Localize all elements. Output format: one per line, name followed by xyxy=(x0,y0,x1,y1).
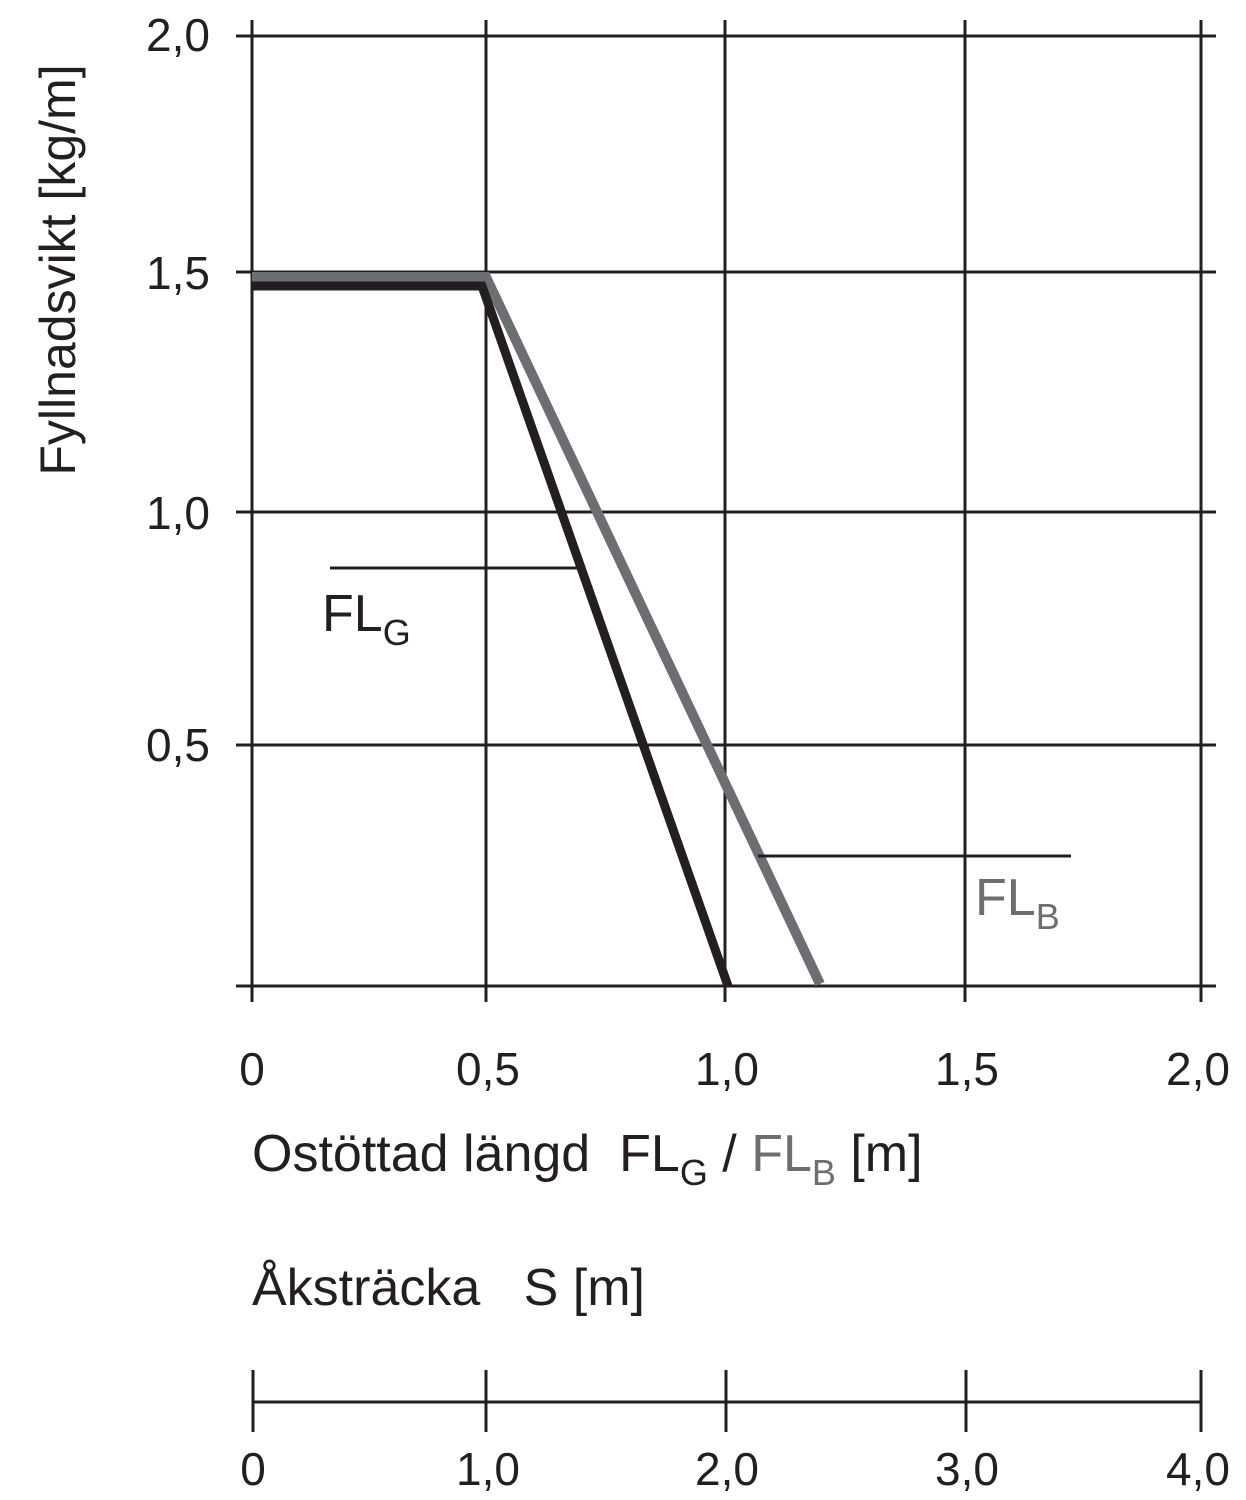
x-tick-label: 1,0 xyxy=(695,1043,759,1095)
x-tick-label: 2,0 xyxy=(1166,1043,1230,1095)
y-tick-label: 1,5 xyxy=(146,247,210,299)
x-axis-title-series-b: FLB xyxy=(751,1125,836,1193)
x-axis-title-prefix: Ostöttad längd xyxy=(252,1125,591,1183)
x-tick-label: 0 xyxy=(239,1043,265,1095)
secondary-x-tick-label: 2,0 xyxy=(695,1443,759,1495)
x-tick-label: 0,5 xyxy=(456,1043,520,1095)
grid-vertical xyxy=(250,20,1203,1002)
y-tick-label: 0,5 xyxy=(146,719,210,771)
x-tick-label: 1,5 xyxy=(935,1043,999,1095)
y-axis-title: Fyllnadsvikt [kg/m] xyxy=(30,64,86,476)
secondary-x-tick-label: 1,0 xyxy=(456,1443,520,1495)
secondary-x-axis xyxy=(251,1370,1203,1432)
y-tick-label: 2,0 xyxy=(146,9,210,61)
x-axis-title-unit: [m] xyxy=(850,1125,923,1183)
secondary-x-axis-title: Åksträcka S [m] xyxy=(252,1259,645,1317)
series-fl-g-line xyxy=(252,281,733,988)
annotation-fl-g: FLG xyxy=(322,585,411,653)
secondary-x-tick-label: 4,0 xyxy=(1166,1443,1230,1495)
series-fl-b-line xyxy=(252,272,825,987)
x-axis-title-separator: / xyxy=(722,1125,737,1183)
secondary-x-tick-label: 3,0 xyxy=(935,1443,999,1495)
secondary-x-tick-label: 0 xyxy=(240,1443,266,1495)
annotation-fl-b: FLB xyxy=(975,869,1060,937)
y-tick-label: 1,0 xyxy=(146,487,210,539)
x-axis-title: Ostöttad längd FLG / FLB [m] xyxy=(252,1128,923,1191)
x-axis-title-series-g: FLG xyxy=(619,1125,708,1193)
